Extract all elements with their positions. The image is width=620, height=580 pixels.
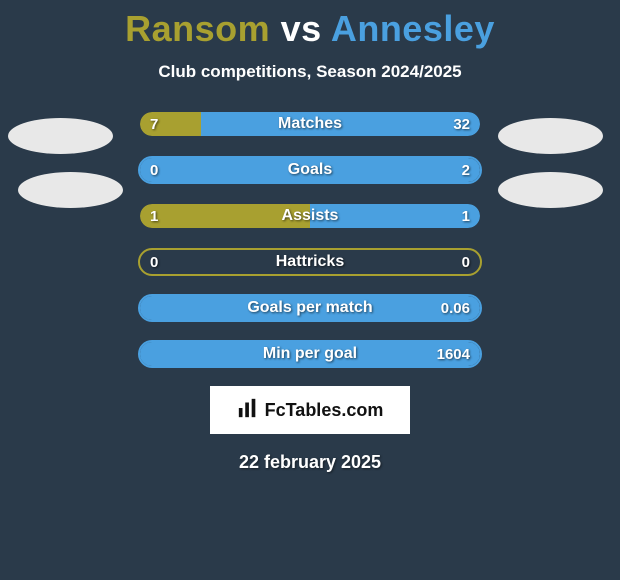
stat-label: Matches bbox=[140, 112, 480, 136]
vs-word: vs bbox=[270, 8, 331, 49]
stat-row: 00Hattricks bbox=[138, 248, 482, 276]
player1-avatar-bottom bbox=[18, 172, 123, 208]
stat-label: Goals per match bbox=[140, 296, 480, 320]
stat-label: Goals bbox=[140, 158, 480, 182]
stat-label: Min per goal bbox=[140, 342, 480, 366]
stat-label: Assists bbox=[140, 204, 480, 228]
stat-row: 732Matches bbox=[138, 110, 482, 138]
subtitle: Club competitions, Season 2024/2025 bbox=[0, 62, 620, 82]
brand-text: FcTables.com bbox=[265, 400, 384, 421]
page-title: Ransom vs Annesley bbox=[0, 0, 620, 50]
stat-row: 1604Min per goal bbox=[138, 340, 482, 368]
stat-label: Hattricks bbox=[140, 250, 480, 274]
player1-name: Ransom bbox=[125, 8, 270, 49]
stats-chart: 732Matches 02Goals 11Assists 00Hattricks 0.0… bbox=[138, 110, 482, 368]
stat-row: 0.06Goals per match bbox=[138, 294, 482, 322]
bars-icon bbox=[237, 397, 259, 424]
player2-name: Annesley bbox=[331, 8, 495, 49]
player2-avatar-top bbox=[498, 118, 603, 154]
player1-avatar-top bbox=[8, 118, 113, 154]
stat-row: 02Goals bbox=[138, 156, 482, 184]
date-text: 22 february 2025 bbox=[0, 452, 620, 473]
player2-avatar-bottom bbox=[498, 172, 603, 208]
comparison-card: Ransom vs Annesley Club competitions, Se… bbox=[0, 0, 620, 580]
stat-row: 11Assists bbox=[138, 202, 482, 230]
brand-badge[interactable]: FcTables.com bbox=[210, 386, 410, 434]
